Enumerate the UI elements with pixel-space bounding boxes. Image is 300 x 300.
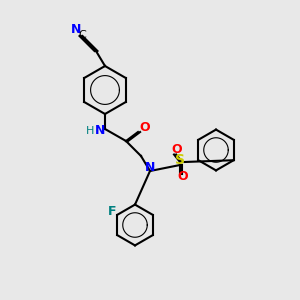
Text: N: N: [94, 124, 105, 136]
Text: N: N: [71, 23, 82, 36]
Text: O: O: [140, 121, 150, 134]
Text: F: F: [108, 205, 117, 218]
Text: C: C: [79, 29, 86, 40]
Text: N: N: [145, 161, 155, 174]
Text: H: H: [85, 125, 94, 136]
Text: O: O: [171, 143, 181, 156]
Text: S: S: [175, 152, 185, 167]
Text: O: O: [177, 170, 188, 183]
